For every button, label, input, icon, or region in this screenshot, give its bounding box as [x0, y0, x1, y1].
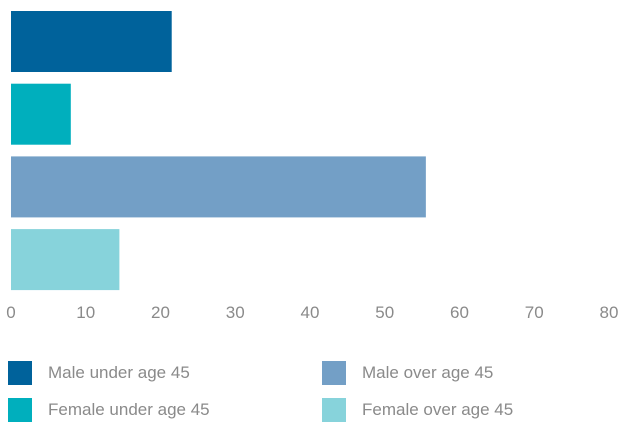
legend-item-male-under-45: Male under age 45: [8, 361, 190, 385]
bar-male-over-age-45: [11, 156, 426, 218]
x-tick-label: 20: [151, 303, 170, 322]
bar-male-under-age-45: [11, 11, 172, 72]
bar-female-under-age-45: [11, 83, 71, 145]
legend-swatch: [8, 361, 32, 385]
legend-label: Male under age 45: [48, 363, 190, 382]
legend-label: Male over age 45: [362, 363, 494, 382]
chart-legend: Male under age 45 Male over age 45 Femal…: [0, 355, 620, 425]
legend-label: Female over age 45: [362, 400, 514, 419]
x-tick-label: 60: [450, 303, 469, 322]
legend-swatch: [322, 361, 346, 385]
legend-label: Female under age 45: [48, 400, 210, 419]
x-tick-label: 50: [375, 303, 394, 322]
x-tick-label: 30: [226, 303, 245, 322]
x-tick-label: 80: [600, 303, 619, 322]
bar-chart: 0 10 20 30 40 50 60 70 80: [6, 11, 619, 322]
x-tick-label: 10: [76, 303, 95, 322]
legend-item-female-over-45: Female over age 45: [322, 398, 513, 422]
x-tick-label: 0: [6, 303, 15, 322]
legend-item-male-over-45: Male over age 45: [322, 361, 493, 385]
legend-item-female-under-45: Female under age 45: [8, 398, 210, 422]
x-tick-label: 40: [301, 303, 320, 322]
bar-female-over-age-45: [11, 229, 120, 291]
legend-swatch: [8, 398, 32, 422]
x-tick-label: 70: [525, 303, 544, 322]
legend-swatch: [322, 398, 346, 422]
